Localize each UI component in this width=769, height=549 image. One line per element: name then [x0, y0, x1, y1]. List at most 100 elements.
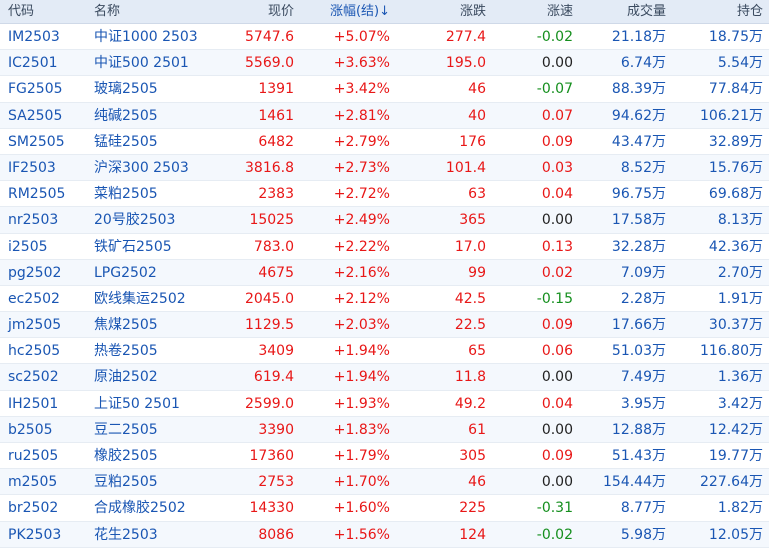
cell-open-interest: 116.80万	[672, 338, 769, 365]
cell-code[interactable]: IC2501	[0, 50, 88, 77]
cell-open-interest: 106.21万	[672, 102, 769, 129]
cell-name[interactable]: 豆粕2505	[88, 469, 203, 496]
header-change-pct[interactable]: 涨幅(结)↓	[300, 0, 396, 24]
cell-change: 365	[396, 207, 492, 234]
cell-price: 619.4	[203, 364, 300, 391]
cell-name[interactable]: 焦煤2505	[88, 312, 203, 339]
cell-volume: 7.49万	[579, 364, 672, 391]
cell-volume: 7.09万	[579, 259, 672, 286]
cell-code[interactable]: IF2503	[0, 154, 88, 182]
cell-code[interactable]: pg2502	[0, 259, 88, 286]
header-change[interactable]: 涨跌	[396, 0, 492, 24]
cell-change: 195.0	[396, 50, 492, 77]
cell-code[interactable]: ru2505	[0, 443, 88, 470]
cell-code[interactable]: sc2502	[0, 364, 88, 391]
header-code[interactable]: 代码	[0, 0, 88, 24]
cell-price: 6482	[203, 129, 300, 155]
cell-price: 2383	[203, 181, 300, 208]
cell-code[interactable]: m2505	[0, 469, 88, 496]
cell-open-interest: 8.13万	[672, 207, 769, 234]
cell-code[interactable]: i2505	[0, 234, 88, 260]
cell-volume: 21.18万	[579, 24, 672, 51]
cell-price: 2753	[203, 469, 300, 496]
cell-price: 783.0	[203, 234, 300, 260]
cell-change-pct: +1.60%	[300, 495, 396, 522]
cell-code[interactable]: FG2505	[0, 76, 88, 103]
cell-volume: 8.52万	[579, 154, 672, 182]
cell-code[interactable]: SA2505	[0, 102, 88, 129]
cell-change-pct: +1.94%	[300, 364, 396, 391]
cell-change: 225	[396, 495, 492, 522]
header-name[interactable]: 名称	[88, 0, 203, 24]
cell-code[interactable]: IM2503	[0, 24, 88, 51]
cell-code[interactable]: nr2503	[0, 207, 88, 234]
header-speed[interactable]: 涨速	[492, 0, 579, 24]
cell-volume: 6.74万	[579, 50, 672, 77]
cell-name[interactable]: LPG2502	[88, 259, 203, 286]
cell-code[interactable]: ec2502	[0, 286, 88, 313]
cell-open-interest: 3.42万	[672, 391, 769, 417]
cell-open-interest: 12.05万	[672, 521, 769, 548]
cell-name[interactable]: 铁矿石2505	[88, 234, 203, 260]
cell-speed: -0.07	[492, 76, 579, 103]
cell-change: 305	[396, 443, 492, 470]
cell-change-pct: +1.93%	[300, 391, 396, 417]
cell-name[interactable]: 锰硅2505	[88, 129, 203, 155]
cell-code[interactable]: RM2505	[0, 181, 88, 208]
cell-price: 14330	[203, 495, 300, 522]
header-volume[interactable]: 成交量	[579, 0, 672, 24]
header-open-interest[interactable]: 持仓	[672, 0, 769, 24]
cell-code[interactable]: IH2501	[0, 391, 88, 417]
cell-change-pct: +2.79%	[300, 129, 396, 155]
cell-speed: 0.09	[492, 443, 579, 470]
cell-name[interactable]: 纯碱2505	[88, 102, 203, 129]
cell-name[interactable]: 热卷2505	[88, 338, 203, 365]
cell-code[interactable]: PK2503	[0, 521, 88, 548]
cell-name[interactable]: 菜粕2505	[88, 181, 203, 208]
cell-code[interactable]: hc2505	[0, 338, 88, 365]
cell-code[interactable]: jm2505	[0, 312, 88, 339]
cell-price: 4675	[203, 259, 300, 286]
cell-open-interest: 15.76万	[672, 154, 769, 182]
cell-volume: 12.88万	[579, 416, 672, 443]
cell-speed: 0.00	[492, 364, 579, 391]
cell-name[interactable]: 欧线集运2502	[88, 286, 203, 313]
cell-open-interest: 5.54万	[672, 50, 769, 77]
cell-price: 8086	[203, 521, 300, 548]
cell-speed: 0.00	[492, 469, 579, 496]
cell-change-pct: +2.72%	[300, 181, 396, 208]
cell-volume: 43.47万	[579, 129, 672, 155]
cell-volume: 51.03万	[579, 338, 672, 365]
cell-name[interactable]: 花生2503	[88, 521, 203, 548]
cell-change: 61	[396, 416, 492, 443]
cell-price: 3816.8	[203, 154, 300, 182]
cell-code[interactable]: br2502	[0, 495, 88, 522]
cell-price: 3390	[203, 416, 300, 443]
cell-change: 46	[396, 469, 492, 496]
cell-name[interactable]: 豆二2505	[88, 416, 203, 443]
cell-change: 11.8	[396, 364, 492, 391]
cell-name[interactable]: 原油2502	[88, 364, 203, 391]
cell-name[interactable]: 中证500 2501	[88, 50, 203, 77]
cell-change-pct: +5.07%	[300, 24, 396, 51]
cell-speed: 0.13	[492, 234, 579, 260]
cell-open-interest: 1.82万	[672, 495, 769, 522]
cell-code[interactable]: b2505	[0, 416, 88, 443]
cell-volume: 32.28万	[579, 234, 672, 260]
cell-name[interactable]: 沪深300 2503	[88, 154, 203, 182]
cell-change-pct: +2.03%	[300, 312, 396, 339]
cell-volume: 94.62万	[579, 102, 672, 129]
cell-code[interactable]: SM2505	[0, 129, 88, 155]
cell-speed: -0.15	[492, 286, 579, 313]
cell-name[interactable]: 橡胶2505	[88, 443, 203, 470]
cell-name[interactable]: 合成橡胶2502	[88, 495, 203, 522]
cell-change-pct: +2.49%	[300, 207, 396, 234]
cell-name[interactable]: 上证50 2501	[88, 391, 203, 417]
header-price[interactable]: 现价	[203, 0, 300, 24]
cell-price: 1461	[203, 102, 300, 129]
cell-volume: 154.44万	[579, 469, 672, 496]
cell-name[interactable]: 20号胶2503	[88, 207, 203, 234]
cell-change: 176	[396, 129, 492, 155]
cell-name[interactable]: 玻璃2505	[88, 76, 203, 103]
cell-name[interactable]: 中证1000 2503	[88, 24, 203, 51]
